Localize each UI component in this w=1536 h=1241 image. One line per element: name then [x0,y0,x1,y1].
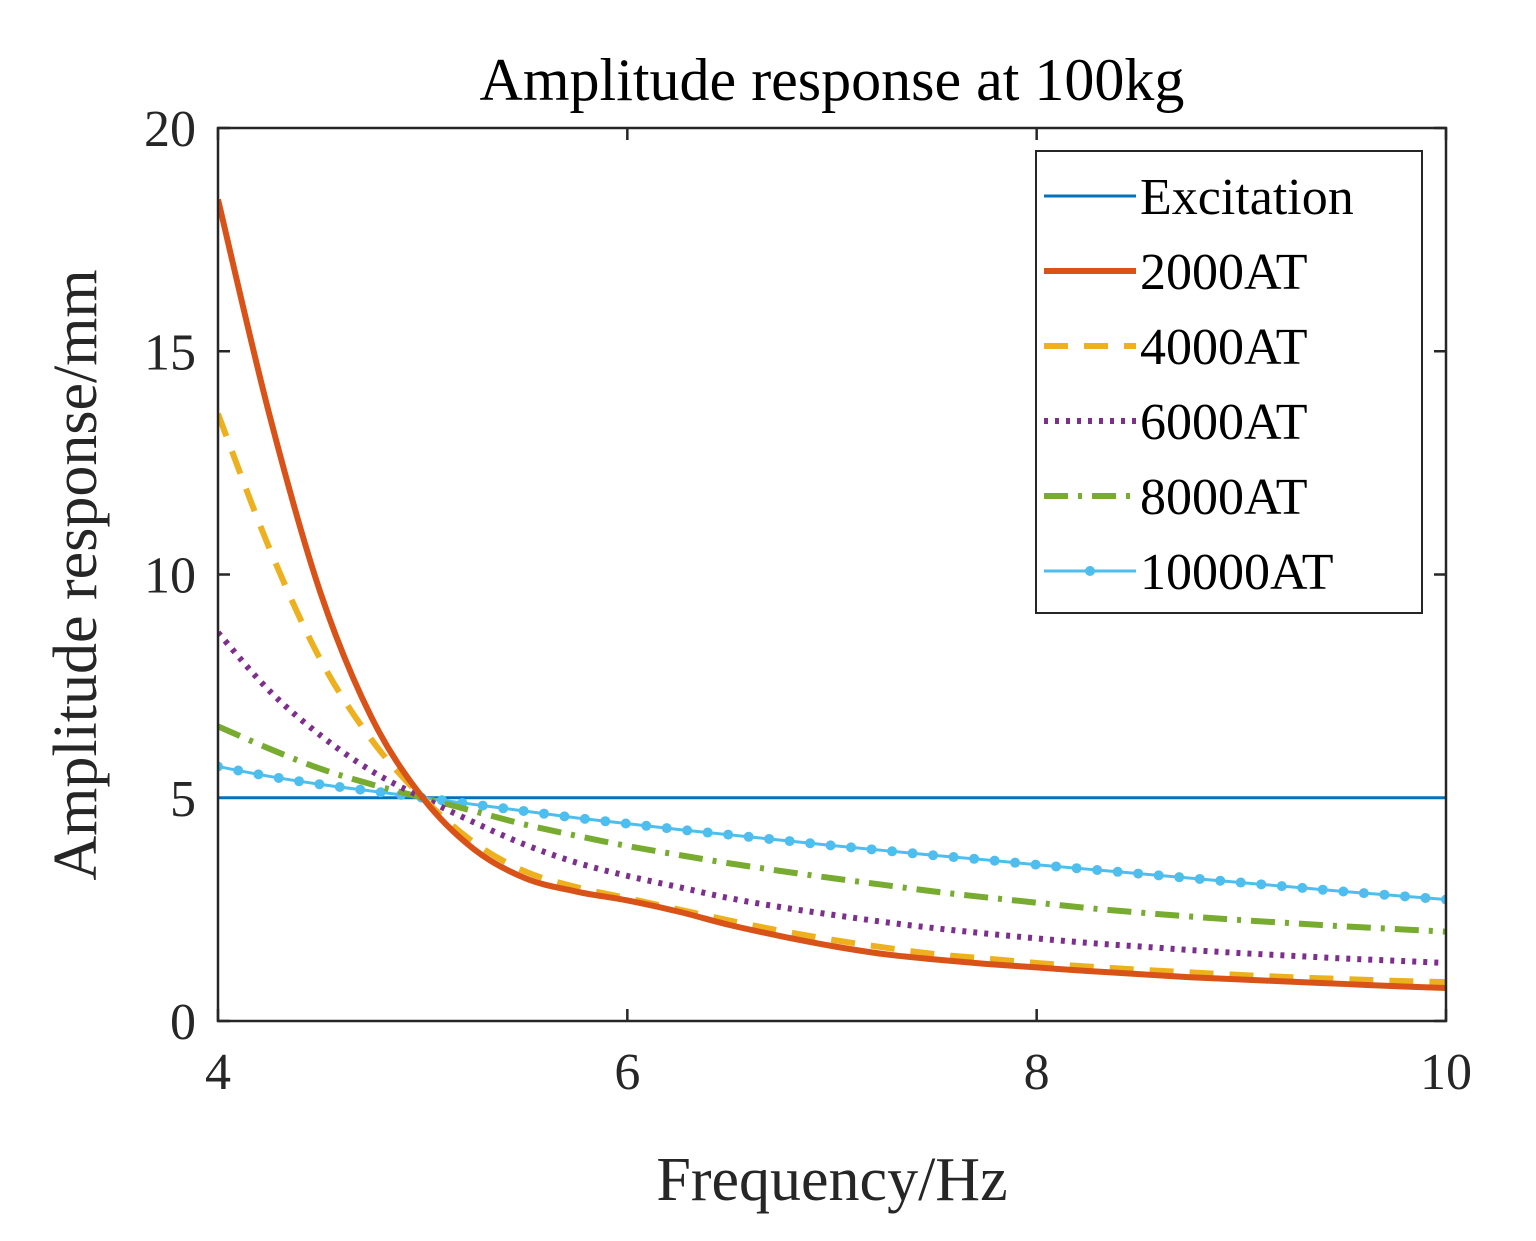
series-marker-10000at [1256,879,1267,890]
series-marker-10000at [1399,891,1410,902]
series-marker-10000at [989,855,1000,866]
series-marker-10000at [907,848,918,859]
series-marker-10000at [723,829,734,840]
legend: Excitation 2000AT 4000AT 6000AT 8000AT 10000A… [1035,150,1423,614]
series-marker-10000at [1051,861,1062,872]
series-marker-10000at [743,831,754,842]
series-marker-10000at [1071,863,1082,874]
series-marker-10000at [1092,865,1103,875]
series-marker-10000at [498,803,509,814]
series-marker-10000at [518,805,529,816]
x-tick-label: 8 [1024,1044,1050,1101]
series-layer [218,198,1446,991]
series-marker-10000at [702,827,713,838]
series-marker-10000at [294,776,305,787]
series-marker-10000at [928,850,939,861]
series-marker-10000at [1133,868,1144,879]
legend-label-4000at: 4000AT [1140,319,1308,376]
legend-label-6000at: 6000AT [1140,394,1308,451]
series-marker-10000at [969,853,980,864]
series-marker-10000at [436,795,447,806]
series-line-8000at [218,723,1446,935]
series-marker-10000at [1317,884,1328,895]
x-tick-label: 6 [614,1044,640,1101]
series-line-2000at [218,198,1446,991]
legend-label-2000at: 2000AT [1140,244,1308,301]
legend-box [1035,150,1423,614]
series-marker-10000at [1379,889,1390,900]
axis-ticks: 4 6 8 10 0 5 10 15 20 [144,101,1472,1101]
series-marker-10000at [1338,886,1349,897]
series-marker-10000at [948,852,959,863]
series-line-6000at [218,630,1446,966]
series-marker-10000at [620,818,631,829]
series-marker-10000at [1174,872,1185,883]
series-marker-10000at [477,800,488,811]
legend-label-10000at: 10000AT [1140,544,1334,601]
chart-title: Amplitude response at 100kg [480,47,1185,113]
x-tick-label: 10 [1420,1044,1472,1101]
series-marker-10000at [825,840,836,851]
x-axis-label: Frequency/Hz [656,1146,1007,1214]
series-marker-10000at [887,846,898,857]
series-marker-10000at [539,808,550,819]
y-tick-label: 20 [144,101,196,158]
series-marker-10000at [805,838,816,849]
series-marker-10000at [600,816,611,827]
y-tick-label: 10 [144,548,196,605]
series-marker-10000at [355,784,366,795]
y-tick-label: 0 [170,994,196,1051]
series-marker-10000at [784,836,795,847]
x-tick-label: 4 [205,1044,231,1101]
series-marker-10000at [1276,881,1287,892]
series-marker-10000at [764,833,775,844]
series-marker-10000at [1358,888,1369,899]
y-tick-label: 5 [170,771,196,828]
plot-area-frame [216,126,1448,1023]
series-marker-10000at [846,842,857,853]
series-marker-10000at [661,823,672,834]
series-marker-10000at [579,813,590,824]
series-marker-10000at [253,769,264,780]
series-marker-10000at [233,765,244,776]
y-tick-label: 15 [144,324,196,381]
series-marker-10000at [375,787,386,798]
series-marker-10000at [1112,866,1123,877]
series-marker-10000at [1420,892,1431,903]
series-line-4000at [218,412,1446,986]
series-marker-10000at [1194,873,1205,884]
series-marker-10000at [866,844,877,855]
series-marker-10000at [559,811,570,822]
series-marker-10000at [641,820,652,831]
series-marker-10000at [1215,875,1226,886]
series-marker-10000at [682,825,693,836]
series-marker-10000at [1010,857,1021,868]
legend-label-8000at: 8000AT [1140,469,1308,526]
series-marker-10000at [1153,870,1164,881]
series-marker-10000at [1235,877,1246,888]
series-marker-10000at [314,779,325,790]
y-axis-label: Amplitude response/mm [42,269,110,880]
series-marker-10000at [273,772,284,783]
series-marker-10000at [1297,882,1308,893]
legend-label-excitation: Excitation [1140,169,1354,226]
legend-marker-10000at [1085,566,1095,576]
series-marker-10000at [1030,859,1041,870]
series-marker-10000at [334,782,345,792]
